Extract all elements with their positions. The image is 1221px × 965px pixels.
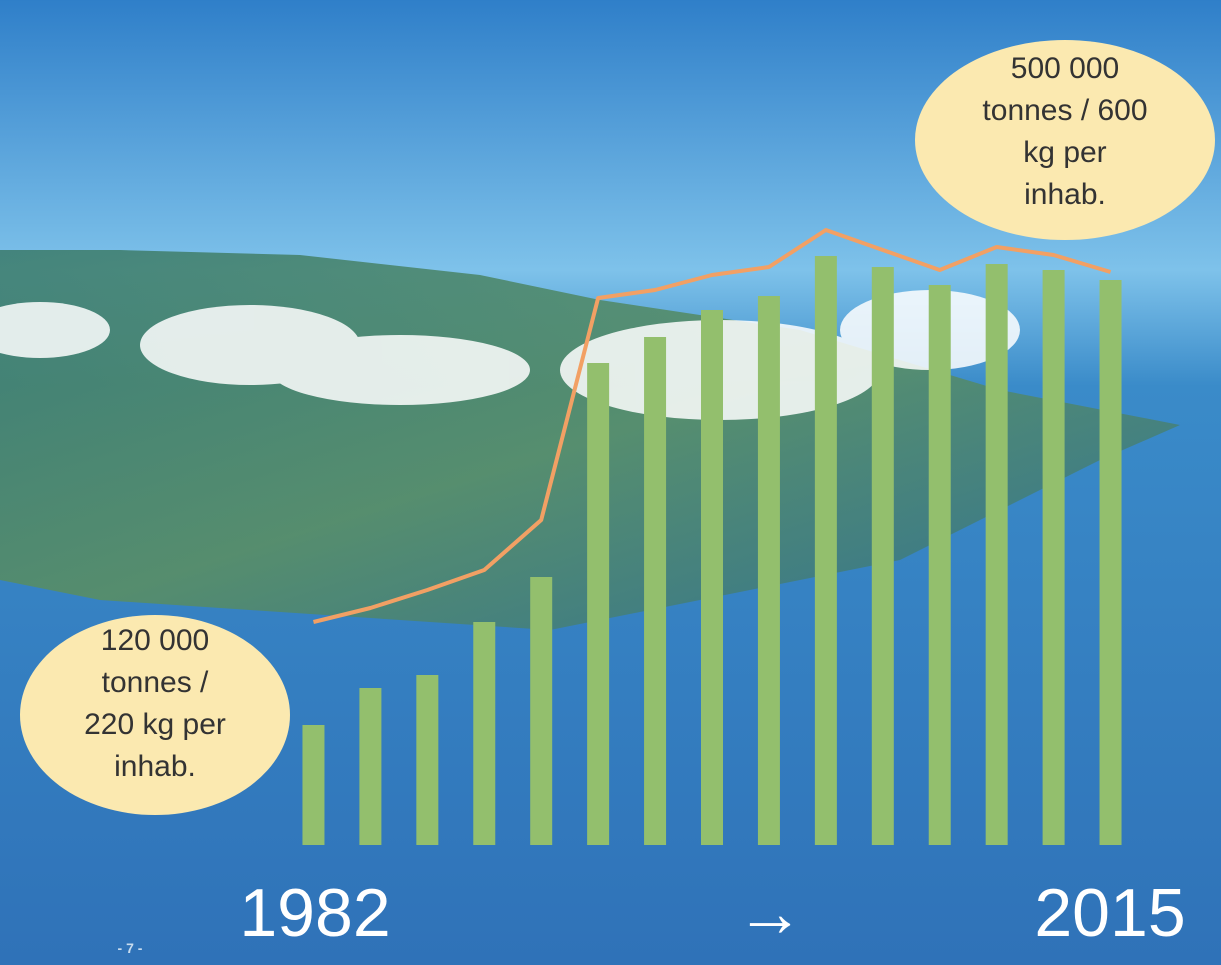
bar xyxy=(359,688,382,845)
callout xyxy=(915,40,1215,240)
end-label: 2015 xyxy=(1034,875,1185,951)
arrow: → xyxy=(736,875,804,951)
annotation: kg per xyxy=(1023,136,1106,169)
annotation-left: 120 000 tonnes / 220 kg per inhab. xyxy=(20,615,290,815)
bar xyxy=(416,675,439,845)
line xyxy=(312,228,1112,624)
bar xyxy=(530,577,553,845)
annotation: 220 kg per xyxy=(84,708,226,741)
annotation: 120 000 xyxy=(101,624,209,657)
annotation: inhab. xyxy=(1024,178,1106,211)
bar xyxy=(928,285,951,845)
bar xyxy=(587,363,610,845)
bar xyxy=(302,725,325,845)
bar xyxy=(644,337,667,845)
callout xyxy=(20,615,290,815)
annotation: tonnes / xyxy=(102,666,209,699)
start-label: 1982 xyxy=(239,875,390,951)
bar xyxy=(701,310,723,845)
bar xyxy=(1099,280,1122,845)
annotation: 500 000 xyxy=(1011,52,1119,85)
plot xyxy=(302,228,1122,845)
bar xyxy=(814,256,837,845)
annotation-right: 500 000 tonnes / 600 kg per inhab. xyxy=(915,40,1215,240)
annotation: tonnes / 600 xyxy=(982,94,1147,127)
bar xyxy=(757,296,780,845)
bar xyxy=(871,267,894,845)
annotation: inhab. xyxy=(114,750,196,783)
page-number: - 7 - xyxy=(118,940,143,956)
bar xyxy=(473,622,496,845)
bar xyxy=(985,264,1008,845)
bar xyxy=(1042,270,1065,845)
